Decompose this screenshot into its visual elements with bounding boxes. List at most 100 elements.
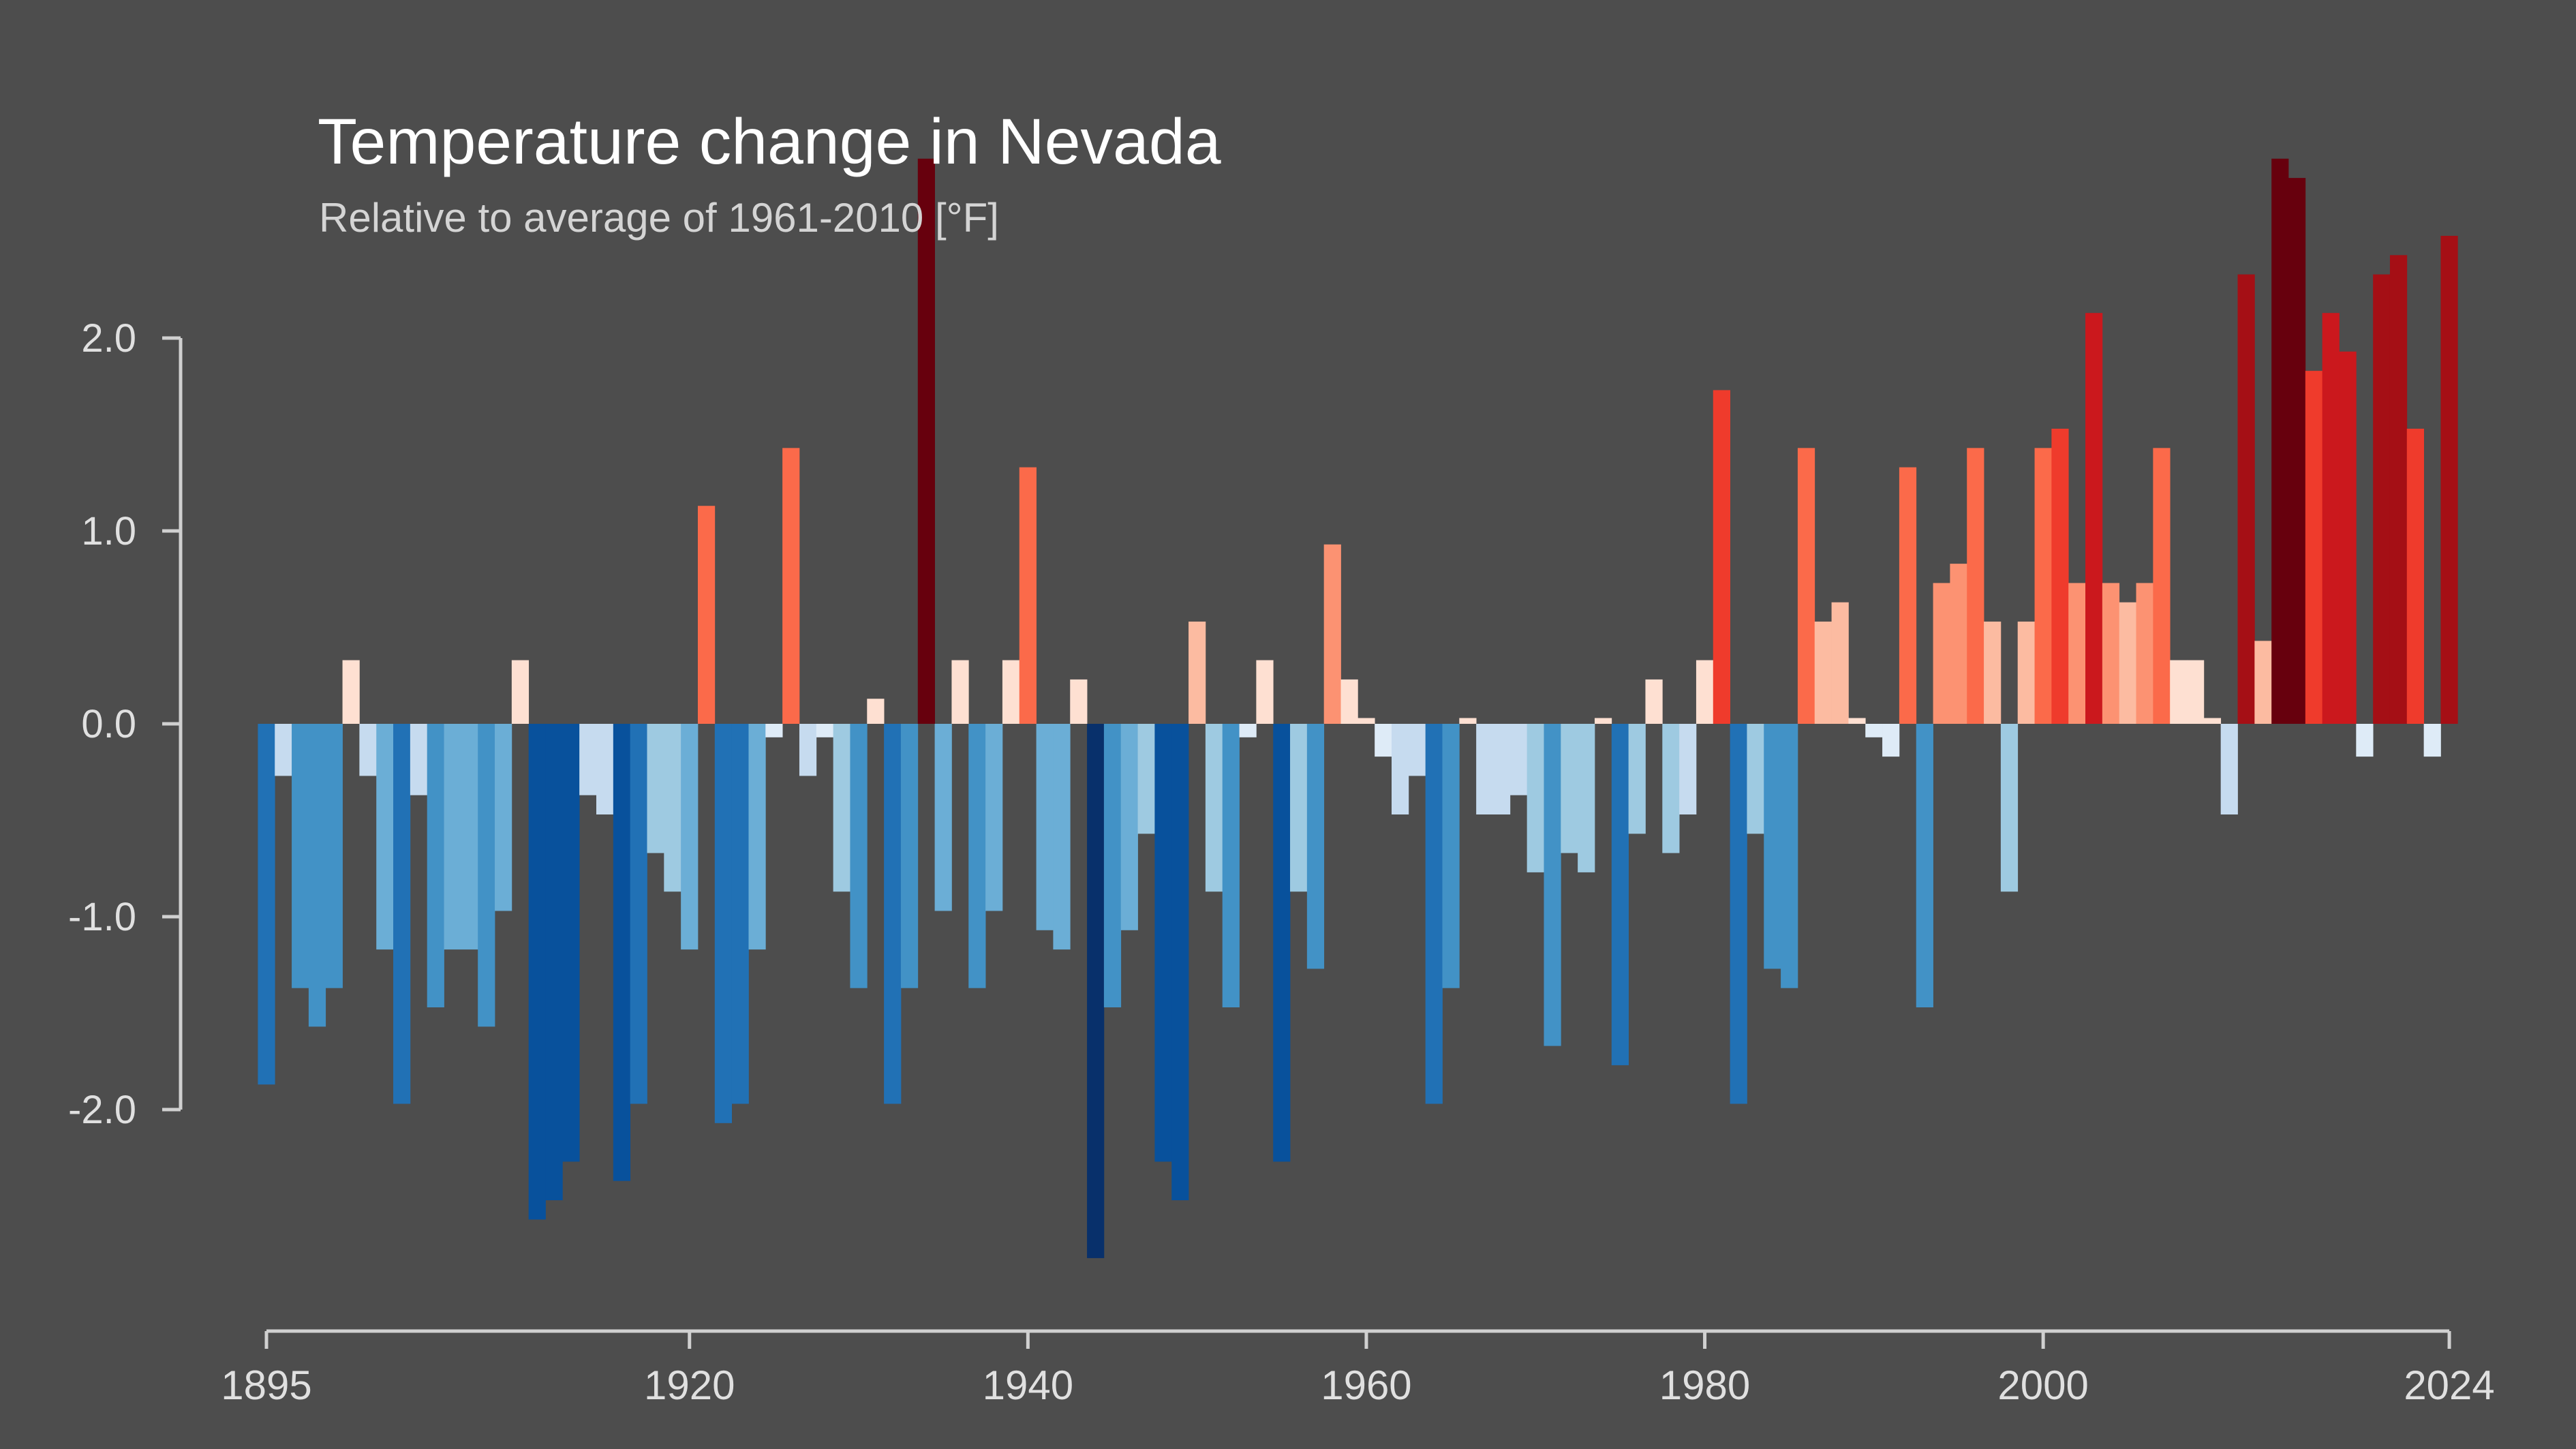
bar-1934 <box>917 158 935 724</box>
bar-1971 <box>1544 724 1561 1046</box>
bar-1903 <box>393 724 411 1104</box>
bar-1991 <box>1882 724 1900 757</box>
bar-1942 <box>1053 724 1071 950</box>
bar-1935 <box>934 724 952 911</box>
bar-1921 <box>697 506 716 724</box>
bar-1968 <box>1492 724 1511 815</box>
bar-2008 <box>2170 660 2188 724</box>
y-tick-label: -1.0 <box>68 895 136 939</box>
x-tick-label: 1960 <box>1321 1362 1411 1408</box>
bar-1910 <box>511 660 530 724</box>
bar-1922 <box>714 724 733 1123</box>
bar-1926 <box>782 448 800 724</box>
bar-1970 <box>1527 724 1544 872</box>
bar-1896 <box>275 724 292 776</box>
bar-1925 <box>765 724 783 737</box>
bar-2023 <box>2423 724 2441 757</box>
bar-2003 <box>2085 313 2103 724</box>
bar-2013 <box>2254 641 2272 724</box>
bar-1996 <box>1967 448 1984 724</box>
bar-1967 <box>1476 724 1494 815</box>
bar-1987 <box>1814 622 1832 724</box>
x-tick-label: 1895 <box>221 1362 311 1408</box>
bar-2022 <box>2406 429 2425 724</box>
bar-1949 <box>1171 724 1189 1201</box>
bar-1929 <box>833 724 850 892</box>
y-tick-label: 2.0 <box>81 316 136 361</box>
bar-2021 <box>2389 255 2408 724</box>
bar-2011 <box>2220 724 2238 815</box>
bar-1943 <box>1070 679 1088 724</box>
chart-title: Temperature change in Nevada <box>318 106 1221 178</box>
bar-1998 <box>2000 724 2019 892</box>
bar-1963 <box>1408 724 1426 776</box>
bar-1988 <box>1831 602 1849 724</box>
x-tick-label: 2024 <box>2404 1362 2494 1408</box>
bar-1980 <box>1696 660 1714 724</box>
bar-1906 <box>444 724 461 950</box>
bar-2015 <box>2288 178 2306 724</box>
bar-1976 <box>1628 724 1646 834</box>
bar-1960 <box>1358 718 1375 724</box>
bar-1902 <box>376 724 394 950</box>
bar-1927 <box>799 724 817 776</box>
bar-1946 <box>1120 724 1138 930</box>
axes-group: 2.0 1.0 0.0 -1.0 -2.0 1895 1920 1940 1960 1980 200… <box>68 316 2495 1408</box>
y-tick-label: 1.0 <box>81 509 136 553</box>
bar-2009 <box>2187 660 2205 724</box>
bar-1972 <box>1561 724 1578 853</box>
bar-1959 <box>1340 679 1358 724</box>
bar-1914 <box>579 724 597 795</box>
bar-1924 <box>748 724 766 950</box>
bar-1945 <box>1103 724 1122 1008</box>
x-tick-label: 2000 <box>1997 1362 2088 1408</box>
x-tick-label: 1940 <box>983 1362 1073 1408</box>
bar-1941 <box>1036 724 1054 930</box>
bar-2002 <box>2068 583 2086 724</box>
bar-1956 <box>1290 724 1308 892</box>
bar-2024 <box>2440 236 2458 724</box>
bar-1931 <box>867 699 885 724</box>
bar-1962 <box>1392 724 1409 815</box>
x-tick-label: 1920 <box>644 1362 735 1408</box>
bar-1944 <box>1087 724 1105 1258</box>
bar-1933 <box>900 724 919 988</box>
bar-1928 <box>816 724 833 737</box>
bar-2012 <box>2237 274 2255 724</box>
bar-2014 <box>2271 158 2289 724</box>
bar-1918 <box>647 724 664 853</box>
bar-1957 <box>1306 724 1325 969</box>
bar-1984 <box>1764 724 1781 969</box>
bar-2005 <box>2119 602 2136 724</box>
bar-2018 <box>2339 351 2357 724</box>
bar-1989 <box>1848 718 1866 724</box>
bar-1966 <box>1459 718 1477 724</box>
bar-1985 <box>1781 724 1798 988</box>
bar-1974 <box>1594 718 1612 724</box>
bar-1937 <box>968 724 986 988</box>
bar-1995 <box>1950 564 1967 724</box>
bar-1990 <box>1865 724 1883 737</box>
bar-1979 <box>1679 724 1697 815</box>
bar-2017 <box>2322 313 2340 724</box>
bar-1898 <box>308 724 326 1027</box>
bar-1993 <box>1916 724 1933 1008</box>
bar-1986 <box>1797 448 1815 724</box>
bar-1958 <box>1323 544 1341 724</box>
bar-1969 <box>1509 724 1528 795</box>
bar-2020 <box>2373 274 2391 724</box>
bar-1897 <box>292 724 309 988</box>
bar-1992 <box>1899 467 1917 724</box>
bar-1964 <box>1425 724 1443 1104</box>
bar-1907 <box>461 724 478 950</box>
bar-2001 <box>2051 429 2069 724</box>
bar-1920 <box>681 724 699 950</box>
bar-1973 <box>1578 724 1595 872</box>
y-tick-label: -2.0 <box>68 1088 136 1132</box>
bar-1982 <box>1730 724 1747 1104</box>
bar-1997 <box>1984 622 2002 724</box>
bar-1909 <box>495 724 512 911</box>
bar-1908 <box>478 724 495 1027</box>
bar-2000 <box>2034 448 2052 724</box>
